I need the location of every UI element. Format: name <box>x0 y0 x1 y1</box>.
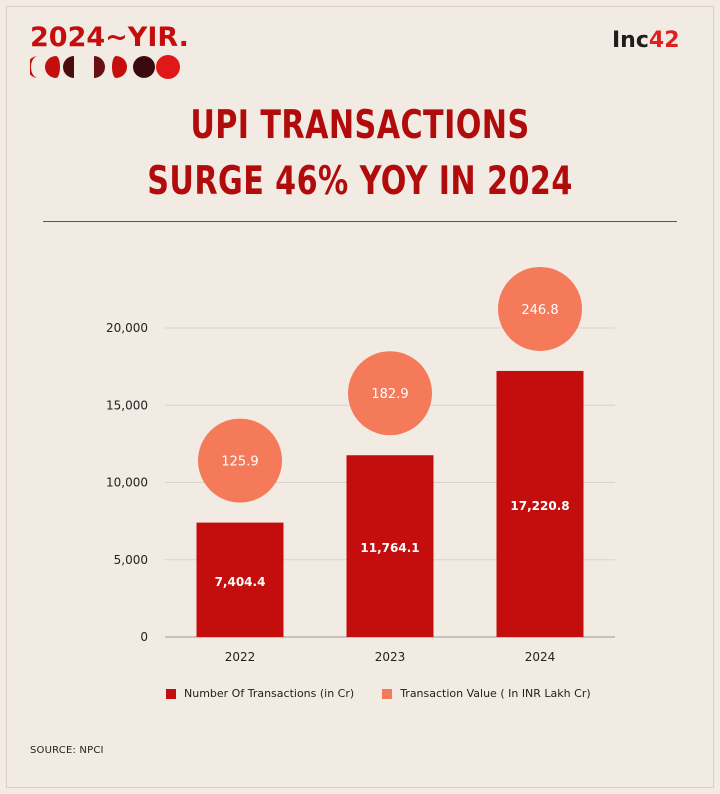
value-bubble <box>498 266 582 351</box>
source-note: SOURCE: NPCI <box>30 745 104 756</box>
x-tick-label: 2023 <box>375 650 406 664</box>
legend-item-transactions: Number Of Transactions (in Cr) <box>166 687 354 700</box>
bar <box>496 370 584 637</box>
value-bubble <box>198 418 282 503</box>
bubble-value-label: 125.9 <box>221 455 258 470</box>
moon-phases-icon <box>30 55 180 79</box>
y-tick-label: 10,000 <box>106 476 148 490</box>
legend-label-value: Transaction Value ( In INR Lakh Cr) <box>400 687 591 700</box>
bar-value-label: 17,220.8 <box>510 499 569 513</box>
value-bubble <box>348 351 432 436</box>
publisher-logo: Inc42 <box>612 28 680 53</box>
x-tick-label: 2022 <box>225 650 256 664</box>
y-tick-label: 20,000 <box>106 321 148 335</box>
bar <box>196 522 284 637</box>
yir-logo: 2024~YIR. <box>30 22 189 53</box>
x-tick-label: 2024 <box>525 650 556 664</box>
frame-border <box>6 6 714 788</box>
headline-line-1: UPI TRANSACTIONS <box>190 103 530 148</box>
y-tick-label: 15,000 <box>106 398 148 412</box>
legend-swatch-transactions <box>166 688 176 699</box>
divider <box>43 221 677 222</box>
legend: Number Of Transactions (in Cr) Transacti… <box>166 687 591 700</box>
bar-value-label: 7,404.4 <box>215 575 266 589</box>
headline-line-2: SURGE 46% YOY IN 2024 <box>147 159 573 204</box>
bubble-value-label: 182.9 <box>371 387 408 402</box>
legend-item-value: Transaction Value ( In INR Lakh Cr) <box>382 687 591 700</box>
legend-label-transactions: Number Of Transactions (in Cr) <box>184 687 355 700</box>
bubble-value-label: 246.8 <box>521 303 558 318</box>
bar <box>346 455 434 637</box>
bar-value-label: 11,764.1 <box>360 541 419 555</box>
y-tick-label: 5,000 <box>114 553 148 567</box>
legend-swatch-value <box>382 688 393 699</box>
y-tick-label: 0 <box>140 630 148 644</box>
